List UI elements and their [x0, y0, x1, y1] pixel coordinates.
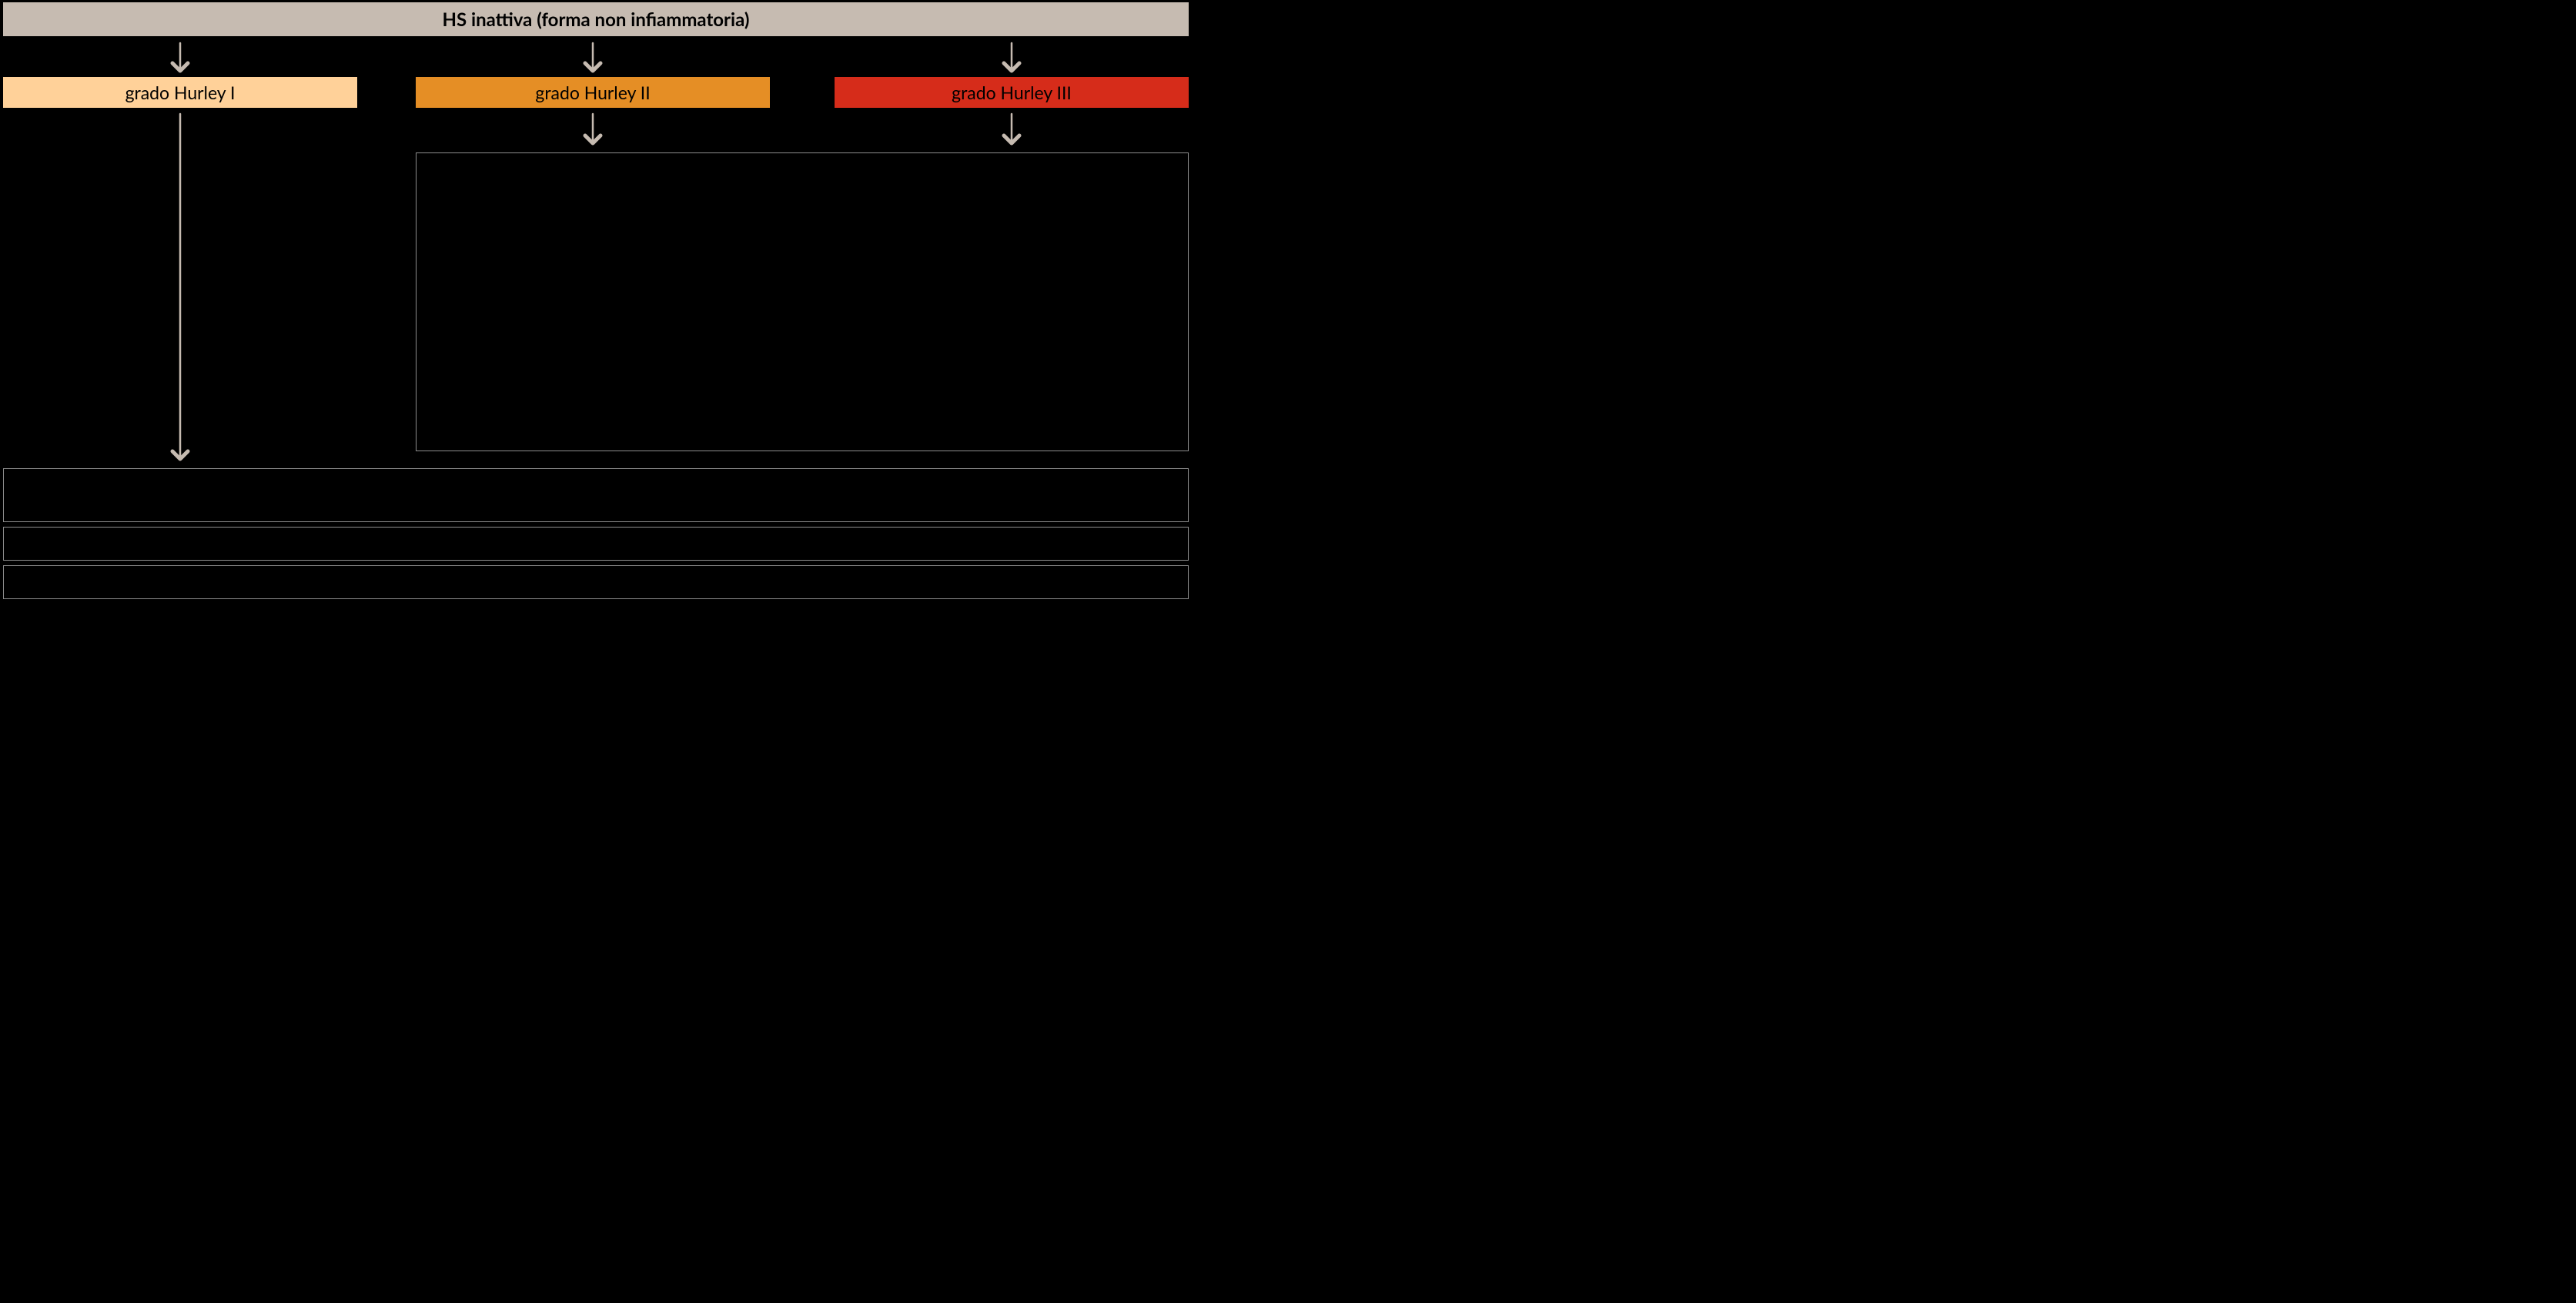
- arrow-layer: [0, 0, 1192, 603]
